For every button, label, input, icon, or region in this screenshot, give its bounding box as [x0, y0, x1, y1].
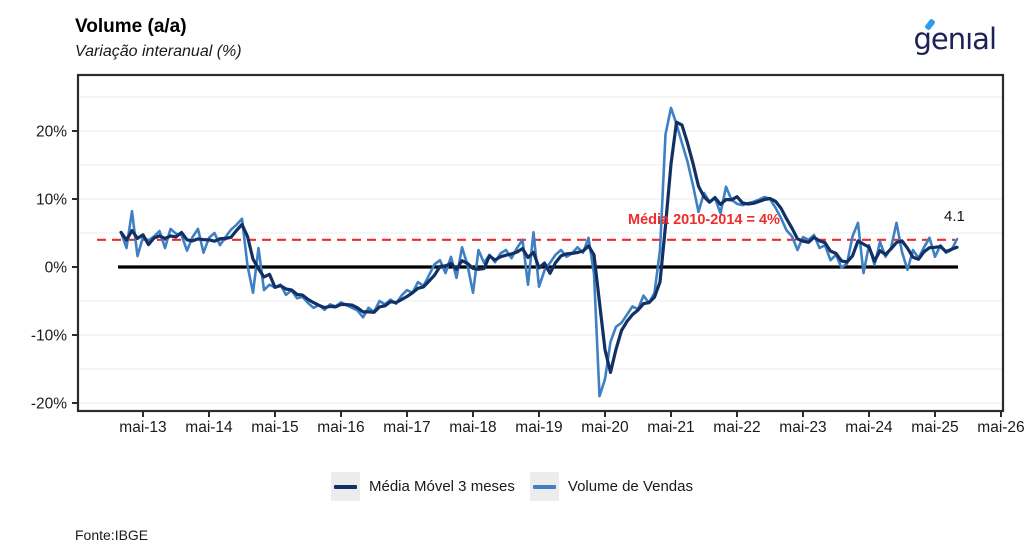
x-tick-label: mai-18: [449, 419, 496, 436]
plot-frame: [76, 73, 1005, 413]
page-subtitle: Variação interanual (%): [75, 43, 242, 60]
x-tick-label: mai-16: [317, 419, 364, 436]
x-tick-label: mai-17: [383, 419, 430, 436]
x-tick-label: mai-24: [845, 419, 893, 436]
x-tick-label: mai-14: [185, 419, 233, 436]
x-tick-label: mai-25: [911, 419, 958, 436]
last-value-label: 4.1: [944, 208, 965, 225]
x-tick-label: mai-26: [977, 419, 1024, 436]
x-tick-label: mai-13: [119, 419, 166, 436]
x-tick-label: mai-22: [713, 419, 760, 436]
genial-logo: genıal: [896, 18, 997, 62]
y-tick-label: -20%: [31, 396, 67, 413]
x-tick-label: mai-21: [647, 419, 694, 436]
x-tick-label: mai-23: [779, 419, 826, 436]
source-note: Fonte:IBGE: [75, 527, 149, 543]
y-tick-label: -10%: [31, 328, 67, 345]
y-tick-label: 10%: [36, 192, 67, 209]
x-tick-label: mai-15: [251, 419, 298, 436]
series-line-volume-de-vendas: [119, 106, 959, 398]
y-tick-label: 0%: [45, 260, 68, 277]
series-line-media-movel-3-meses: [119, 120, 959, 374]
x-tick-label: mai-19: [515, 419, 562, 436]
chart-legend: Média Móvel 3 meses Volume de Vendas: [0, 472, 1024, 501]
page-title: Volume (a/a): [75, 16, 187, 37]
mean-reference-label: Média 2010-2014 = 4%: [628, 212, 780, 228]
logo-text: genıal: [913, 22, 997, 56]
legend-item-volume-vendas: Volume de Vendas: [529, 472, 693, 501]
y-tick-label: 20%: [36, 124, 67, 141]
legend-label-media-movel: Média Móvel 3 meses: [368, 478, 515, 495]
legend-line-swatch: [532, 484, 556, 489]
legend-key-volume-vendas: [529, 472, 559, 501]
x-tick-label: mai-20: [581, 419, 629, 436]
legend-line-swatch: [333, 484, 357, 489]
legend-key-media-movel: [330, 472, 360, 501]
legend-item-media-movel: Média Móvel 3 meses: [330, 472, 515, 501]
legend-label-volume-vendas: Volume de Vendas: [567, 478, 693, 495]
